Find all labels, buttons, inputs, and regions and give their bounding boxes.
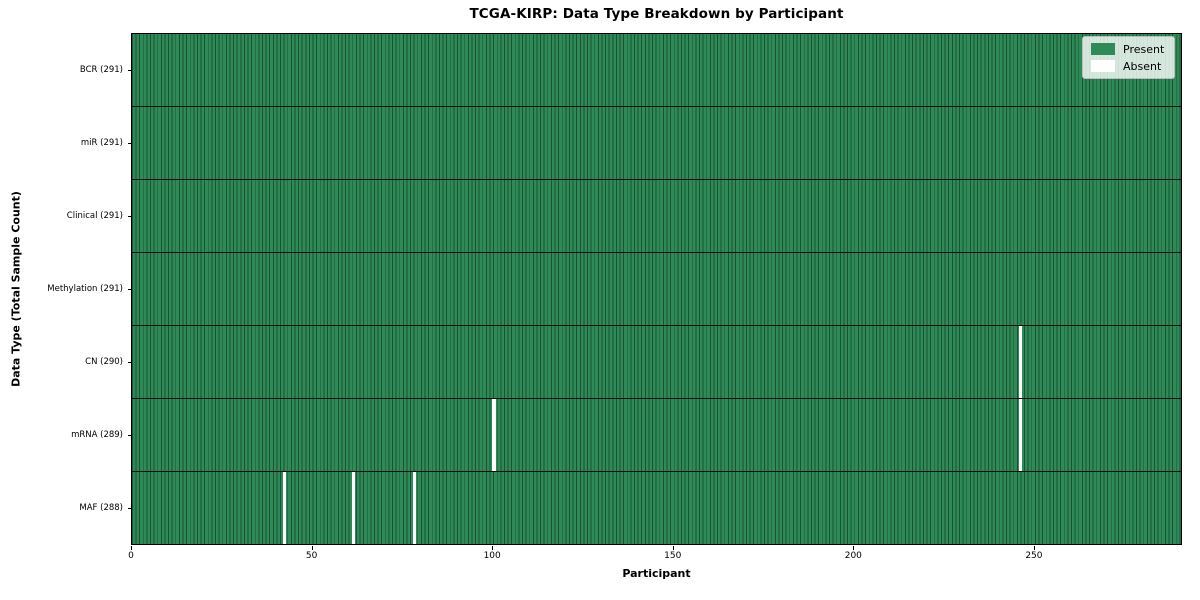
- x-tick-label-200: 200: [844, 551, 862, 561]
- legend-label-absent: Absent: [1123, 59, 1162, 73]
- absent-cell-mrna-246: [1018, 399, 1022, 471]
- x-tick-mark-200: [853, 546, 855, 550]
- x-tick-label-250: 250: [1025, 551, 1043, 561]
- absent-cell-maf-78: [413, 472, 417, 544]
- plot-area: [131, 33, 1182, 545]
- legend-swatch-present: [1091, 43, 1115, 55]
- y-tick-label-clinical: Clinical (291): [66, 210, 123, 221]
- row-bcr: [132, 34, 1181, 106]
- y-tick-label-methylation: Methylation (291): [47, 284, 123, 294]
- y-axis-label: Data Type (Total Sample Count): [9, 191, 23, 387]
- y-tick-mark-methylation: [128, 289, 132, 290]
- row-maf: [132, 471, 1181, 544]
- y-tick-label-mir: miR (291): [80, 137, 123, 148]
- x-tick-mark-250: [1033, 546, 1035, 550]
- chart-title: TCGA-KIRP: Data Type Breakdown by Partic…: [469, 6, 844, 22]
- y-tick-mark-clinical: [128, 215, 132, 217]
- rows: [132, 34, 1181, 544]
- x-tick-label-100: 100: [483, 551, 501, 561]
- y-tick-mark-cn: [128, 362, 132, 364]
- y-tick-label-cn: CN (290): [85, 357, 123, 368]
- absent-cell-mrna-100: [492, 399, 496, 471]
- x-tick-label-150: 150: [664, 551, 682, 561]
- y-tick-label-bcr: BCR (291): [79, 64, 123, 75]
- absent-cell-maf-42: [283, 472, 287, 544]
- y-tick-mark-maf: [128, 508, 132, 510]
- x-tick-mark-0: [131, 546, 132, 550]
- y-tick-mark-mir: [128, 142, 132, 144]
- legend-item-present: Present: [1091, 43, 1164, 55]
- x-tick-mark-100: [492, 546, 494, 550]
- x-axis: 0 50 100 150 200 250: [128, 545, 1182, 567]
- row-mrna: [132, 398, 1181, 471]
- x-tick-label-0: 0: [128, 551, 134, 561]
- y-tick-mark-bcr: [128, 69, 132, 71]
- legend-label-present: Present: [1123, 42, 1165, 56]
- y-axis: BCR (291) miR (291) Clinical (291) Methylat…: [0, 33, 132, 545]
- y-tick-label-maf: MAF (288): [79, 503, 123, 514]
- x-tick-mark-150: [672, 546, 674, 550]
- row-clinical: [132, 179, 1181, 252]
- legend-swatch-absent: [1091, 60, 1115, 72]
- x-axis-label: Participant: [622, 567, 691, 580]
- row-mir: [132, 106, 1181, 179]
- x-tick-mark-50: [311, 546, 313, 550]
- row-cn: [132, 325, 1181, 398]
- absent-cell-cn-246: [1018, 326, 1022, 398]
- absent-cell-maf-61: [351, 472, 355, 544]
- x-tick-label-50: 50: [305, 551, 318, 561]
- row-methylation: [132, 252, 1181, 325]
- legend-item-absent: Absent: [1091, 60, 1164, 72]
- y-tick-label-mrna: mRNA (289): [71, 430, 123, 441]
- y-tick-mark-mrna: [128, 435, 132, 437]
- legend: Present Absent: [1082, 36, 1176, 79]
